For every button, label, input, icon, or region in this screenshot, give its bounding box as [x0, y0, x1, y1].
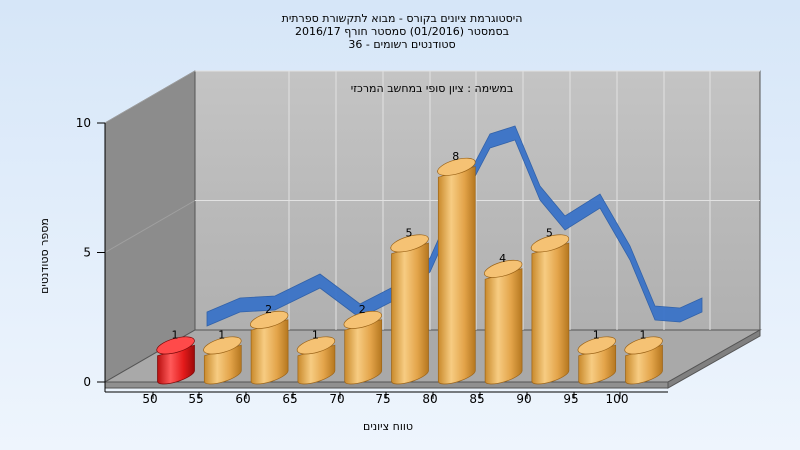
y-axis-label: מספר סטודנטים — [38, 218, 51, 294]
data-label-55: 1 — [218, 328, 225, 341]
bar-top-80 — [437, 157, 476, 176]
bar-top-95 — [577, 336, 616, 355]
bar-top-60 — [249, 310, 289, 329]
x-axis-ticks: 50 55 60 65 70 75 80 85 90 95 100 — [105, 391, 668, 406]
chart-subtitle: במשימה : ציון סופי במחשב המרכזי — [351, 82, 514, 95]
data-label-95: 1 — [593, 328, 600, 341]
bar-body-75 — [391, 242, 429, 385]
chart-title-line-3: סטודנטים רשומים - 36 — [348, 38, 455, 51]
bar-top-100 — [624, 336, 663, 355]
bar-top-50 — [156, 336, 195, 355]
x-tick-label-55: 55 — [188, 392, 203, 406]
floor-side-edge — [667, 329, 761, 389]
bar-50 — [156, 336, 195, 385]
y-tick-label-0: 0 — [83, 375, 91, 389]
bar-top-75 — [390, 234, 429, 253]
bar-top-65 — [296, 336, 336, 355]
x-tick-label-80: 80 — [422, 392, 437, 406]
bar-body-60 — [250, 319, 289, 385]
bar-95 — [577, 336, 617, 385]
bar-body-55 — [203, 344, 242, 385]
bar-body-50 — [157, 344, 195, 385]
x-tick-label-100: 100 — [606, 392, 629, 406]
grid-h-side-2 — [104, 70, 196, 124]
x-tick-label-90: 90 — [516, 392, 531, 406]
chart-title-line-1: היסטוגרמת ציונים בקורס - מבוא לתקשורת ספ… — [282, 12, 523, 25]
x-tick-label-70: 70 — [329, 392, 344, 406]
bars — [156, 157, 663, 385]
bar-60 — [249, 310, 289, 385]
bar-90 — [530, 234, 570, 385]
chart-title-line-2: בסמסטר (01/2016) סמסטר חורף 2016/17 — [295, 25, 509, 38]
bar-75 — [390, 234, 429, 385]
bar-top-85 — [483, 259, 523, 278]
x-tick-label-95: 95 — [563, 392, 578, 406]
x-tick-label-60: 60 — [235, 392, 250, 406]
bar-body-90 — [531, 242, 570, 385]
bar-80 — [437, 157, 476, 385]
data-label-85: 4 — [499, 252, 506, 265]
data-label-80: 8 — [452, 150, 459, 163]
x-tick-label-75: 75 — [375, 392, 390, 406]
bar-70 — [343, 310, 383, 385]
data-label-50: 1 — [172, 328, 179, 341]
x-tick-label-65: 65 — [282, 392, 297, 406]
data-labels: 1 1 2 1 2 5 8 4 5 1 1 — [172, 150, 647, 342]
x-axis-label: טווח ציונים — [363, 420, 413, 433]
bar-top-55 — [203, 336, 242, 355]
bar-100 — [624, 336, 663, 385]
data-label-100: 1 — [640, 328, 647, 341]
y-tick-label-10: 10 — [76, 116, 91, 130]
data-label-75: 5 — [406, 226, 413, 239]
y-axis-ticks: 0 5 10 — [76, 116, 106, 392]
bar-55 — [203, 336, 242, 385]
bar-body-70 — [344, 319, 383, 385]
bar-body-85 — [484, 268, 523, 385]
bar-body-95 — [578, 344, 617, 385]
data-label-90: 5 — [546, 226, 553, 239]
x-tick-label-50: 50 — [142, 392, 157, 406]
bar-body-65 — [297, 344, 336, 385]
data-label-70: 2 — [359, 303, 366, 316]
grid-h-side-1 — [104, 200, 196, 253]
x-tick-label-85: 85 — [469, 392, 484, 406]
bar-top-90 — [530, 234, 570, 253]
grid-lines — [104, 70, 760, 330]
data-label-60: 2 — [265, 303, 272, 316]
y-tick-label-5: 5 — [83, 246, 91, 260]
bar-65 — [296, 336, 336, 385]
bar-body-100 — [625, 344, 663, 385]
bar-body-80 — [437, 166, 476, 385]
bar-85 — [483, 259, 523, 385]
data-label-65: 1 — [312, 328, 319, 341]
bar-top-70 — [343, 310, 382, 329]
